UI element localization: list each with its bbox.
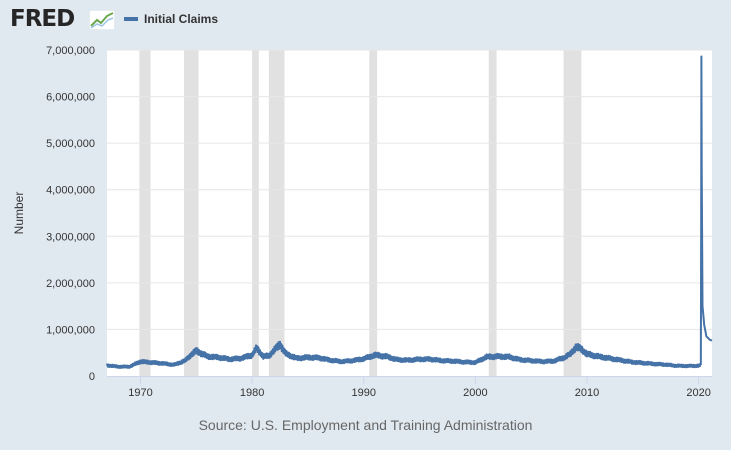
- legend-swatch: [124, 17, 138, 21]
- y-tick-label: 3,000,000: [46, 231, 95, 243]
- x-tick-label: 2020: [686, 387, 710, 399]
- y-tick-label: 4,000,000: [46, 185, 95, 197]
- x-tick-label: 1980: [240, 387, 264, 399]
- y-axis-title: Number: [12, 192, 26, 235]
- y-tick-label: 5,000,000: [46, 138, 95, 150]
- y-tick-label: 7,000,000: [46, 45, 95, 57]
- y-tick-label: 2,000,000: [46, 278, 95, 290]
- series-line-initial-claims[interactable]: [106, 55, 713, 369]
- recession-bar: [369, 50, 378, 376]
- recession-bar: [252, 50, 259, 376]
- plot-area: [107, 50, 712, 376]
- recession-bar: [488, 50, 497, 376]
- source-text: Source: U.S. Employment and Training Adm…: [198, 417, 533, 433]
- recession-bar: [184, 50, 199, 376]
- legend-label-initial-claims: Initial Claims: [144, 12, 219, 26]
- legend[interactable]: Initial Claims: [124, 12, 218, 26]
- x-tick-label: 2000: [463, 387, 487, 399]
- x-tick-label: 1990: [351, 387, 375, 399]
- x-tick-label: 2010: [575, 387, 599, 399]
- y-tick-label: 0: [89, 371, 95, 383]
- fred-logo-chart-icon: [89, 10, 115, 30]
- chart-header: FRED Initial Claims: [0, 0, 731, 40]
- x-tick-label: 1970: [128, 387, 152, 399]
- fred-logo[interactable]: FRED: [10, 6, 75, 32]
- y-tick-label: 1,000,000: [46, 324, 95, 336]
- recession-bar: [268, 50, 285, 376]
- recession-bar: [139, 50, 151, 376]
- recession-bar: [563, 50, 582, 376]
- y-tick-label: 6,000,000: [46, 92, 95, 104]
